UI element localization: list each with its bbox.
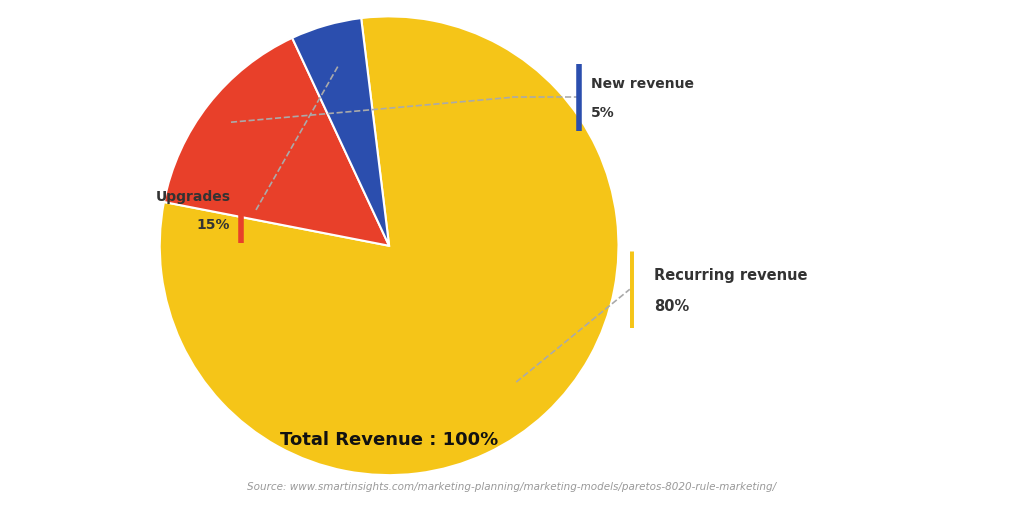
- Text: 5%: 5%: [591, 105, 614, 120]
- Text: 15%: 15%: [197, 218, 230, 232]
- Text: 80%: 80%: [654, 298, 689, 314]
- Wedge shape: [292, 18, 389, 246]
- Text: Source: www.smartinsights.com/marketing-planning/marketing-models/paretos-8020-r: Source: www.smartinsights.com/marketing-…: [248, 481, 776, 492]
- Text: Total Revenue : 100%: Total Revenue : 100%: [280, 431, 499, 450]
- Text: Recurring revenue: Recurring revenue: [654, 268, 808, 283]
- Text: Upgrades: Upgrades: [156, 190, 230, 204]
- Text: New revenue: New revenue: [591, 77, 694, 92]
- Wedge shape: [164, 38, 389, 246]
- Wedge shape: [160, 16, 618, 475]
